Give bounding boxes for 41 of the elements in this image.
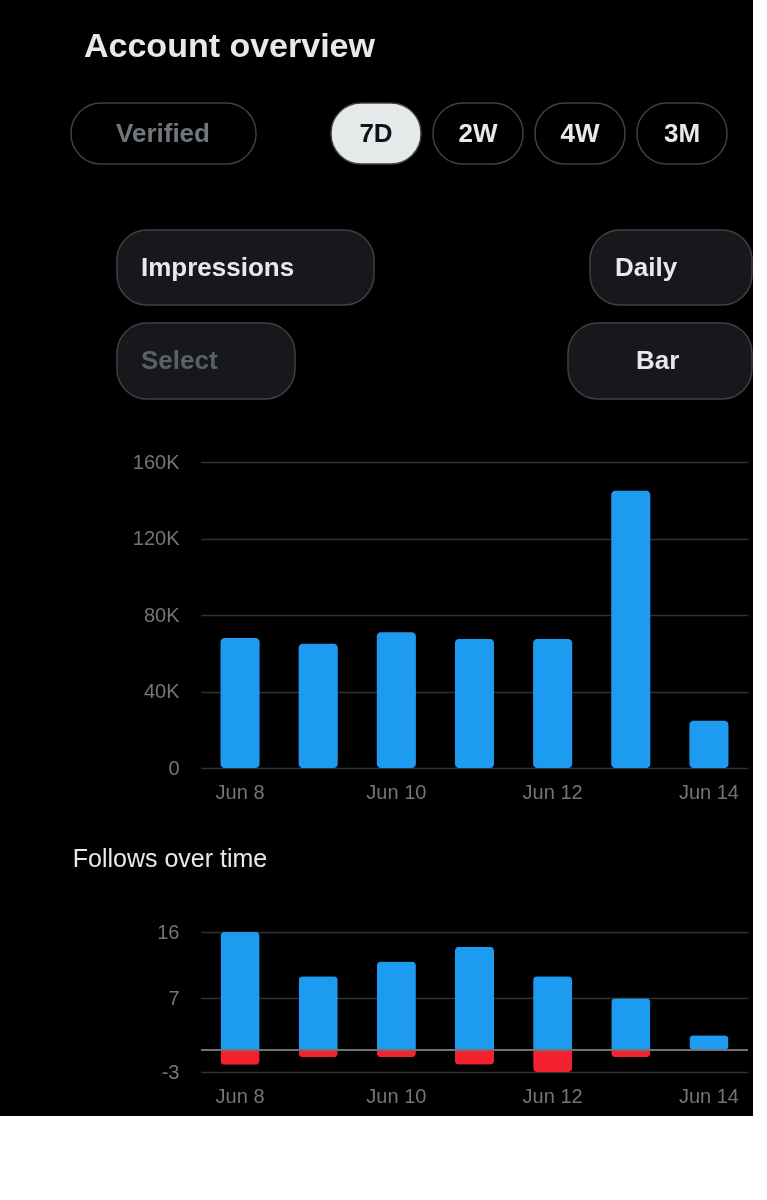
bar xyxy=(454,639,495,768)
bar xyxy=(454,946,495,1050)
y-tick-label: 160K xyxy=(132,450,181,473)
bar xyxy=(689,720,729,768)
bar xyxy=(298,643,338,768)
bar xyxy=(533,639,573,768)
text: Bar xyxy=(636,345,680,375)
text: 4W xyxy=(560,117,600,148)
text: Impressions xyxy=(141,251,295,282)
y-tick-label: -3 xyxy=(161,1060,180,1083)
bar xyxy=(298,976,338,1050)
x-tick-label: Jun 12 xyxy=(522,1084,583,1107)
text: 2W xyxy=(458,117,498,148)
text: Verified xyxy=(116,117,210,148)
y-tick-label: 16 xyxy=(157,920,180,943)
text: Select xyxy=(141,345,218,375)
bar xyxy=(220,637,260,768)
y-tick-label: 80K xyxy=(143,603,181,626)
bar xyxy=(533,976,573,1050)
x-tick-label: Jun 8 xyxy=(215,1084,265,1107)
x-tick-label: Jun 12 xyxy=(522,780,583,803)
bar xyxy=(533,1049,573,1072)
text: Daily xyxy=(615,251,678,282)
chart-title: Follows over time xyxy=(72,844,268,872)
y-tick-label: 40K xyxy=(143,680,181,702)
y-tick-label: 7 xyxy=(168,986,180,1009)
bar xyxy=(376,961,416,1050)
x-tick-label: Jun 10 xyxy=(366,780,427,803)
bar xyxy=(376,632,416,768)
x-tick-label: Jun 8 xyxy=(215,780,265,803)
x-tick-label: Jun 10 xyxy=(366,1084,427,1107)
bar xyxy=(611,998,651,1050)
x-tick-label: Jun 14 xyxy=(678,1084,739,1107)
text: 7D xyxy=(359,117,393,148)
text: 3M xyxy=(663,117,701,148)
x-tick-label: Jun 14 xyxy=(678,780,739,803)
y-tick-label: 120K xyxy=(132,527,181,549)
chart-title: Account overview xyxy=(84,26,376,64)
bar xyxy=(611,490,651,768)
y-tick-label: 0 xyxy=(168,756,180,779)
bar xyxy=(220,932,260,1050)
